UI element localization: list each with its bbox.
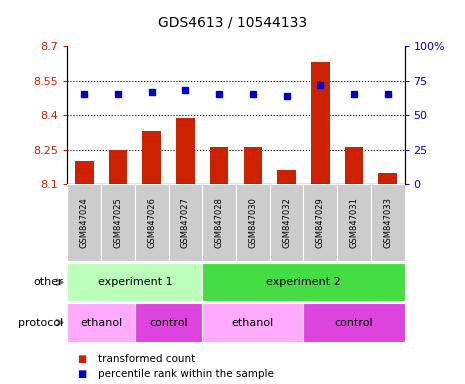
Text: transformed count: transformed count	[98, 354, 195, 364]
Text: GSM847031: GSM847031	[350, 197, 359, 248]
Bar	[202, 184, 236, 261]
Text: experiment 1: experiment 1	[98, 277, 172, 287]
Text: ■: ■	[77, 369, 86, 379]
Text: experiment 2: experiment 2	[266, 277, 341, 287]
Bar	[168, 184, 202, 261]
Text: GSM847030: GSM847030	[248, 197, 257, 248]
Text: GDS4613 / 10544133: GDS4613 / 10544133	[158, 15, 307, 29]
Bar	[176, 118, 195, 184]
Bar	[75, 161, 93, 184]
Text: GSM847032: GSM847032	[282, 197, 291, 248]
Bar	[210, 147, 228, 184]
Bar	[101, 184, 135, 261]
Text: control: control	[149, 318, 188, 328]
Bar	[67, 263, 202, 301]
Text: control: control	[335, 318, 373, 328]
Text: other: other	[33, 277, 63, 287]
Bar	[236, 184, 270, 261]
Bar	[109, 150, 127, 184]
Text: GSM847025: GSM847025	[113, 197, 122, 248]
Bar	[337, 184, 371, 261]
Text: GSM847027: GSM847027	[181, 197, 190, 248]
Bar	[67, 303, 135, 342]
Bar	[202, 303, 303, 342]
Bar	[345, 147, 363, 184]
Bar	[371, 184, 405, 261]
Bar	[379, 173, 397, 184]
Bar	[311, 62, 330, 184]
Bar	[303, 184, 337, 261]
Bar	[277, 170, 296, 184]
Bar	[244, 147, 262, 184]
Bar	[135, 184, 168, 261]
Bar	[202, 263, 405, 301]
Text: ■: ■	[77, 354, 86, 364]
Bar	[142, 131, 161, 184]
Text: ethanol: ethanol	[232, 318, 274, 328]
Text: GSM847029: GSM847029	[316, 197, 325, 248]
Text: GSM847033: GSM847033	[383, 197, 392, 248]
Text: protocol: protocol	[18, 318, 63, 328]
Bar	[67, 184, 101, 261]
Text: GSM847028: GSM847028	[215, 197, 224, 248]
Bar	[135, 303, 202, 342]
Text: ethanol: ethanol	[80, 318, 122, 328]
Bar	[270, 184, 303, 261]
Text: GSM847026: GSM847026	[147, 197, 156, 248]
Text: GSM847024: GSM847024	[80, 197, 89, 248]
Bar	[303, 303, 405, 342]
Text: percentile rank within the sample: percentile rank within the sample	[98, 369, 273, 379]
